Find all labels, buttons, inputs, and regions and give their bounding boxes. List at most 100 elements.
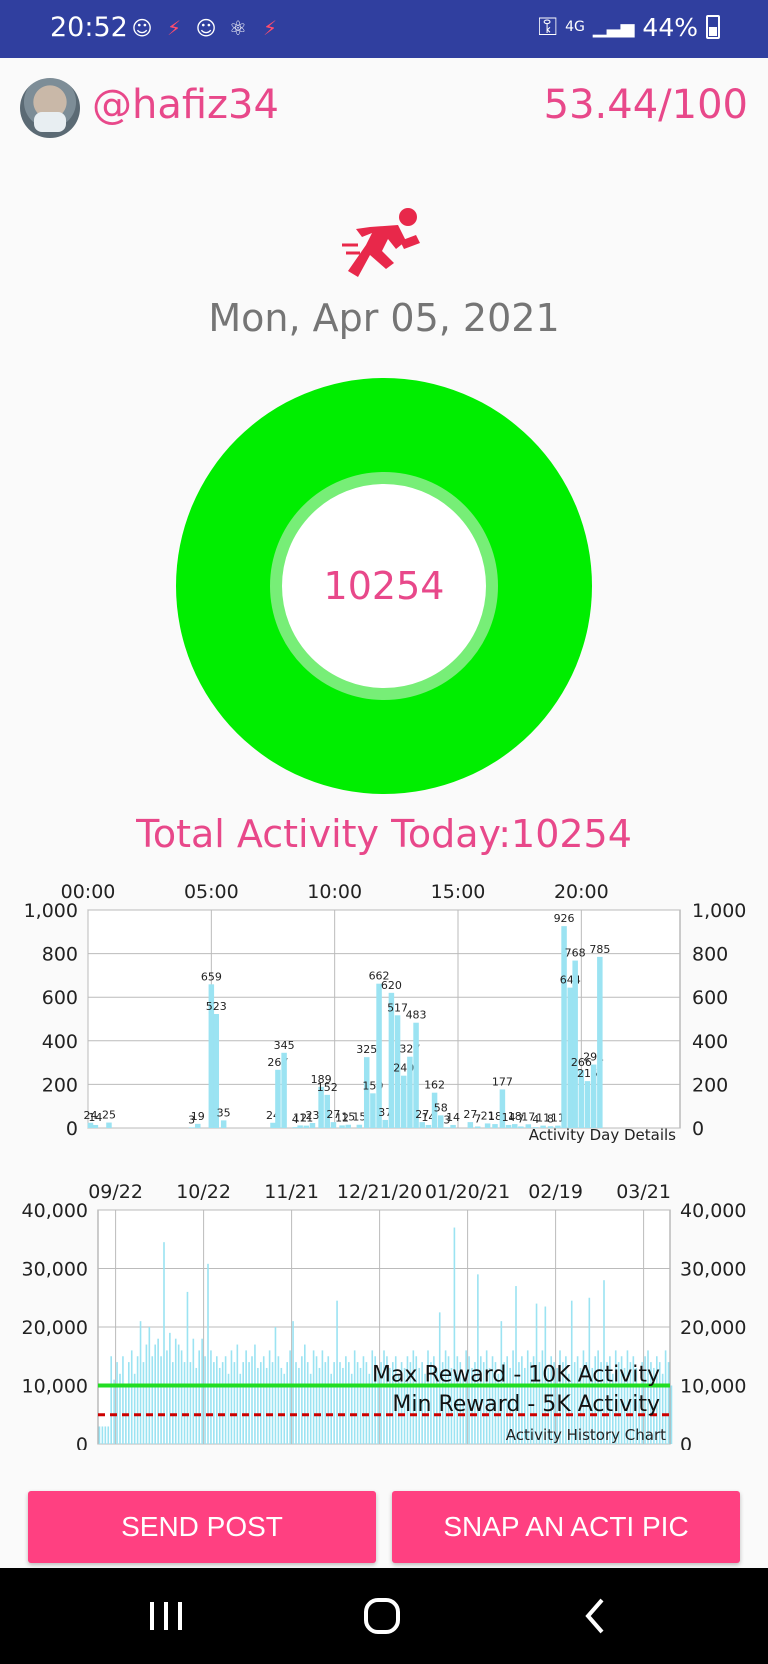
min-reward-label: Min Reward - 5K Activity <box>392 1392 660 1417</box>
bar-data-label: 7 <box>517 1112 524 1125</box>
home-icon[interactable] <box>352 1592 412 1640</box>
atom-icon: ⚛ <box>229 16 247 40</box>
y-tick-label-right: 1,000 <box>692 900 746 922</box>
bar <box>658 1362 661 1444</box>
bar-data-label: 926 <box>554 912 575 925</box>
bar <box>271 1362 274 1444</box>
bar <box>363 1057 370 1128</box>
bar-data-label: 152 <box>317 1081 338 1094</box>
bar <box>664 1350 667 1444</box>
bar <box>635 1367 638 1444</box>
person-icon: ☺ <box>195 16 217 40</box>
bar <box>163 1242 165 1444</box>
bar-data-label: 4 <box>532 1113 539 1126</box>
bar <box>525 1124 532 1128</box>
bar <box>251 1356 253 1444</box>
bar <box>573 1362 576 1444</box>
bar <box>456 1356 459 1444</box>
avatar[interactable] <box>20 78 80 138</box>
bar <box>471 1367 473 1444</box>
bar <box>312 1350 315 1444</box>
bar <box>526 1350 529 1444</box>
bar <box>474 1362 476 1444</box>
bar <box>215 1356 218 1444</box>
bar <box>555 1125 561 1128</box>
bar <box>435 1367 438 1444</box>
bar <box>484 1123 491 1128</box>
bar <box>327 1356 330 1444</box>
send-post-button[interactable]: SEND POST <box>28 1491 376 1563</box>
bar <box>518 1362 520 1444</box>
bar <box>547 1367 550 1444</box>
bar <box>87 1122 94 1128</box>
bar <box>204 1356 206 1444</box>
bar <box>505 1124 512 1128</box>
bar <box>444 1350 447 1444</box>
bar <box>629 1362 632 1444</box>
snap-acti-pic-button[interactable]: SNAP AN ACTI PIC <box>392 1491 740 1563</box>
activity-history-chart[interactable]: 0 0 10,000 10,000 20,000 20,000 30,000 30,000 40… <box>0 1170 768 1450</box>
bar <box>578 1070 585 1128</box>
bar-data-label: 18 <box>488 1110 502 1123</box>
bar <box>453 1227 456 1444</box>
ring-value: 10254 <box>323 564 445 608</box>
bar-data-label: 345 <box>274 1039 295 1052</box>
bar-data-label: 189 <box>311 1073 332 1086</box>
bar <box>413 1022 419 1128</box>
bar <box>468 1356 470 1444</box>
bar-data-label: 58 <box>434 1101 448 1114</box>
bar <box>295 1362 297 1444</box>
signal-icon: ▁▃▅ <box>592 16 635 38</box>
bar <box>585 1362 588 1444</box>
recents-icon[interactable] <box>136 1592 196 1640</box>
bar <box>394 1015 401 1128</box>
bar <box>177 1344 180 1444</box>
activity-day-chart[interactable]: 0 0 200 200 400 400 600 600 800 800 1,000 1,000 00:0… <box>0 870 768 1150</box>
network-type: 4G <box>565 19 585 35</box>
bar <box>221 1362 224 1444</box>
bar <box>142 1362 145 1444</box>
bar <box>324 1094 331 1128</box>
bar <box>268 1350 271 1444</box>
bar-data-label: 3 <box>188 1113 195 1126</box>
bar <box>584 1081 591 1128</box>
battery-icon <box>706 15 720 39</box>
bar <box>474 1126 481 1128</box>
bar <box>180 1350 183 1444</box>
y-tick-label-right: 40,000 <box>680 1200 746 1222</box>
bar <box>603 1280 605 1444</box>
bar <box>409 1362 412 1444</box>
bar <box>350 1373 353 1444</box>
bar-data-label: 785 <box>589 943 610 956</box>
bar <box>561 926 567 1128</box>
bar <box>518 1126 524 1128</box>
bar <box>154 1344 157 1444</box>
bar <box>92 1124 99 1128</box>
y-tick-label-left: 600 <box>42 987 78 1009</box>
bar <box>482 1362 485 1444</box>
notification-icons: ☺ ⚡ ☺ ⚛ ⚡ <box>130 14 282 42</box>
bar <box>208 984 215 1128</box>
navigation-bar <box>0 1568 768 1664</box>
bar <box>188 1127 195 1128</box>
bar <box>644 1356 646 1444</box>
back-icon[interactable] <box>566 1592 626 1640</box>
bar <box>415 1356 418 1444</box>
bar <box>289 1350 291 1444</box>
bar <box>186 1291 189 1444</box>
bar <box>391 1362 394 1444</box>
bar-data-label: 24 <box>83 1109 97 1122</box>
bar <box>324 1362 327 1444</box>
bar <box>447 1356 450 1444</box>
bar <box>195 1123 201 1128</box>
bar <box>427 1350 429 1444</box>
bar <box>315 1356 318 1444</box>
bar <box>145 1344 148 1444</box>
bar <box>462 1373 465 1444</box>
y-tick-label-right: 600 <box>692 987 728 1009</box>
bar <box>400 1362 403 1444</box>
bar <box>559 1350 561 1444</box>
bar <box>540 1125 546 1128</box>
bar <box>406 1356 409 1444</box>
username[interactable]: @hafiz34 <box>92 82 279 128</box>
